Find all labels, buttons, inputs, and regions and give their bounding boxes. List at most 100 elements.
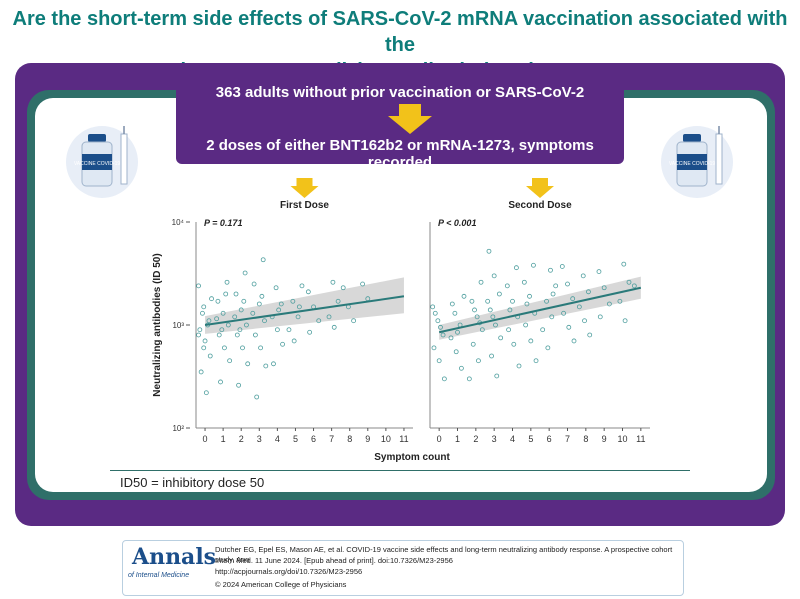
data-point bbox=[233, 291, 239, 297]
data-point bbox=[258, 345, 263, 351]
x-tick-label: 2 bbox=[473, 434, 478, 444]
data-point bbox=[601, 285, 607, 291]
data-point bbox=[491, 273, 497, 279]
vial-label bbox=[677, 154, 707, 170]
data-point bbox=[504, 283, 510, 289]
data-point bbox=[436, 358, 442, 364]
data-point bbox=[335, 298, 341, 304]
vaccine-vial-icon-left: VACCINE COVID-19 bbox=[66, 126, 138, 198]
data-point bbox=[545, 345, 551, 351]
data-point bbox=[576, 304, 582, 310]
data-point bbox=[582, 318, 587, 324]
dose-arrow-icon bbox=[290, 178, 319, 198]
data-point bbox=[533, 358, 539, 364]
data-point bbox=[244, 322, 249, 328]
data-point bbox=[262, 318, 267, 324]
data-point bbox=[596, 269, 602, 274]
panel-title: First Dose bbox=[280, 200, 329, 211]
flow-arrow-icon bbox=[388, 104, 432, 134]
data-point bbox=[214, 316, 220, 322]
data-point bbox=[571, 338, 577, 344]
x-tick-label: 5 bbox=[528, 434, 533, 444]
data-point bbox=[531, 262, 536, 268]
data-point bbox=[458, 365, 464, 371]
data-point bbox=[559, 264, 565, 269]
data-point bbox=[237, 327, 243, 333]
data-point bbox=[207, 353, 213, 359]
data-point bbox=[549, 314, 555, 320]
citation-link[interactable]: http://acpjournals.org/doi/10.7326/M23-2… bbox=[215, 567, 363, 576]
vial-label bbox=[82, 154, 112, 170]
data-point bbox=[276, 307, 282, 313]
vial-cap bbox=[88, 134, 106, 142]
data-point bbox=[565, 281, 570, 287]
x-tick-label: 4 bbox=[510, 434, 515, 444]
data-point bbox=[524, 301, 530, 307]
data-point bbox=[331, 324, 337, 330]
data-point bbox=[273, 285, 279, 291]
x-tick-label: 8 bbox=[347, 434, 352, 444]
citation-box bbox=[122, 540, 684, 596]
x-tick-label: 5 bbox=[293, 434, 298, 444]
data-point bbox=[222, 345, 227, 351]
x-tick-label: 9 bbox=[602, 434, 607, 444]
data-point bbox=[617, 298, 623, 304]
dose-arrow-icon bbox=[526, 178, 554, 198]
data-point bbox=[430, 304, 436, 310]
data-point bbox=[209, 296, 214, 302]
x-tick-label: 0 bbox=[437, 434, 442, 444]
vial-cap bbox=[683, 134, 701, 142]
data-point bbox=[216, 332, 222, 338]
data-point bbox=[290, 298, 296, 304]
data-point bbox=[479, 327, 485, 333]
data-point bbox=[470, 341, 476, 347]
x-tick-label: 11 bbox=[636, 434, 645, 444]
data-point bbox=[432, 310, 438, 316]
panel-title: Second Dose bbox=[508, 200, 572, 211]
data-point bbox=[448, 335, 454, 341]
data-point bbox=[597, 314, 603, 320]
data-point bbox=[553, 283, 559, 289]
data-point bbox=[299, 283, 305, 289]
data-point bbox=[201, 304, 207, 310]
data-point bbox=[326, 314, 332, 320]
data-point bbox=[516, 363, 522, 369]
data-point bbox=[252, 332, 258, 338]
x-tick-label: 1 bbox=[221, 434, 226, 444]
y-tick-label: 10² bbox=[172, 424, 184, 433]
flow-arrow-shape bbox=[388, 104, 432, 134]
data-point bbox=[449, 301, 455, 307]
data-point bbox=[452, 310, 458, 316]
data-point bbox=[296, 304, 302, 310]
x-tick-label: 1 bbox=[455, 434, 460, 444]
x-tick-label: 10 bbox=[617, 434, 627, 444]
data-point bbox=[196, 283, 201, 289]
footnote: ID50 = inhibitory dose 50 bbox=[120, 475, 265, 490]
x-tick-label: 4 bbox=[275, 434, 280, 444]
vaccine-vial-icon-right: VACCINE COVID-19 bbox=[661, 126, 733, 198]
data-point bbox=[238, 307, 244, 313]
data-point bbox=[587, 332, 593, 338]
flow-step-1: 363 adults without prior vaccination or … bbox=[215, 84, 585, 101]
data-point bbox=[280, 341, 285, 347]
data-point bbox=[236, 382, 242, 388]
footnote-divider bbox=[110, 470, 690, 471]
data-point bbox=[203, 390, 209, 396]
data-point bbox=[340, 285, 346, 291]
x-tick-label: 2 bbox=[239, 434, 244, 444]
x-tick-label: 6 bbox=[311, 434, 316, 444]
data-point bbox=[621, 261, 627, 267]
data-point bbox=[472, 307, 477, 313]
data-point bbox=[254, 394, 260, 400]
data-point bbox=[631, 283, 637, 289]
data-point bbox=[548, 267, 553, 273]
citation-line-2: Intern Med. 11 June 2024. [Epub ahead of… bbox=[215, 556, 453, 565]
data-point bbox=[486, 248, 492, 254]
data-point bbox=[441, 376, 447, 382]
data-point bbox=[240, 345, 245, 351]
data-point bbox=[493, 322, 498, 328]
data-point bbox=[461, 293, 467, 299]
data-point bbox=[295, 314, 301, 320]
data-point bbox=[242, 270, 248, 276]
data-point bbox=[307, 329, 313, 335]
